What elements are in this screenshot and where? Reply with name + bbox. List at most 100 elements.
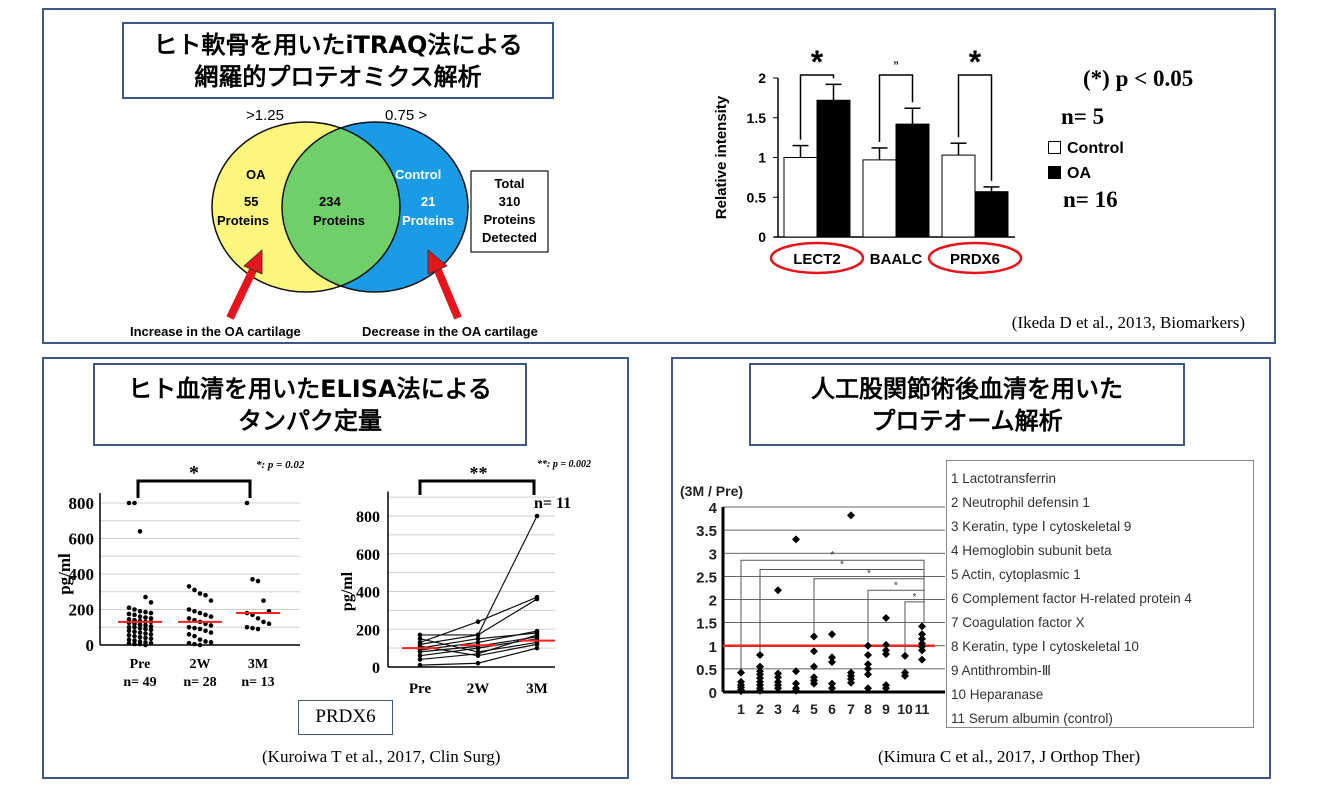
venn-center-count: 234: [319, 194, 341, 209]
data-point: [534, 642, 540, 647]
x-category-label: 10: [897, 701, 913, 717]
venn-total-line-2: 310: [498, 194, 521, 209]
venn-right-count: 21: [421, 194, 436, 209]
y-axis-label: Relative intensity: [713, 95, 730, 219]
data-point: [126, 500, 132, 506]
legend-item: 9 Antithrombin-Ⅲ: [951, 663, 1052, 678]
significance-mark: ”: [893, 60, 899, 72]
data-point: [774, 673, 782, 682]
data-point: [244, 500, 250, 506]
bottom-left-title-line-2: タンパク定量: [238, 406, 382, 435]
y-tick-label: 4: [709, 500, 718, 517]
bottom-right-title-line-1: 人工股関節術後血清を用いた: [811, 374, 1123, 403]
data-point: [126, 611, 132, 617]
data-point: [810, 647, 818, 656]
data-point: [810, 662, 818, 671]
venn-right-unit: Proteins: [402, 213, 455, 228]
data-point: [417, 636, 423, 641]
data-point: [132, 638, 137, 643]
data-point: [203, 628, 208, 634]
venn-total-text: Total 310 Proteins Detected: [471, 175, 548, 247]
venn-right-label: Control: [395, 167, 442, 182]
x-category-label: 4: [792, 701, 800, 717]
data-point: [475, 619, 481, 624]
legend-item: 5 Actin, cytoplasmic 1: [951, 567, 1081, 582]
n-label: n= 28: [183, 675, 216, 690]
venn-total-box: [470, 170, 549, 253]
data-point: [208, 630, 214, 635]
bottom-left-panel: [42, 357, 629, 779]
data-point: [137, 614, 143, 619]
data-point: [828, 657, 836, 666]
data-point: [737, 668, 745, 677]
data-point: [126, 640, 132, 646]
legend-oa: OA: [1048, 165, 1091, 183]
data-point: [132, 612, 137, 618]
data-point: [255, 626, 261, 632]
y-tick-label: 600: [69, 530, 95, 549]
x-category-label: 1: [737, 701, 745, 717]
left-red-arrow: [226, 249, 263, 320]
bar-control: [941, 154, 976, 238]
x-category-label: LECT2: [793, 251, 841, 268]
legend-item: 1 Lactotransferrin: [951, 471, 1057, 486]
data-point: [137, 608, 143, 614]
p-note-1: *: p = 0.02: [256, 459, 305, 471]
data-point: [137, 634, 143, 640]
data-point: [132, 624, 137, 630]
data-point: [475, 640, 481, 645]
x-category-label: PRDX6: [950, 251, 1000, 268]
data-point: [126, 605, 132, 611]
data-point: [534, 628, 540, 634]
venn-left-count: 55: [244, 194, 259, 209]
y-tick-label: 800: [356, 509, 380, 526]
data-point: [208, 598, 214, 603]
data-point: [864, 664, 872, 673]
legend-item: 2 Neutrophil defensin 1: [951, 495, 1090, 510]
data-point: [137, 529, 143, 534]
x-category-label: 3: [774, 701, 782, 717]
data-point: [864, 641, 872, 650]
venn-center-unit: Proteins: [313, 213, 366, 228]
n-label: n= 49: [123, 675, 156, 690]
venn-total-line-3: Proteins: [483, 212, 536, 227]
significance-mark: *: [913, 592, 917, 603]
data-point: [132, 607, 137, 612]
legend-item: 11 Serum albumin (control): [951, 711, 1113, 726]
data-point: [255, 616, 261, 621]
citation-top: (Ikeda D et al., 2013, Biomarkers): [1011, 313, 1245, 332]
n-paired: n= 11: [534, 495, 572, 512]
y-tick-label: 0: [372, 660, 380, 677]
data-point: [126, 632, 132, 638]
y-tick-label: 0.5: [696, 662, 717, 679]
top-title: ヒト軟骨を用いたiTRAQ法による 網羅的プロテオミクス解析: [122, 22, 554, 99]
legend-control-label: Control: [1067, 140, 1124, 157]
y-tick-label: 3.5: [696, 523, 717, 540]
venn-left-unit: Proteins: [217, 213, 270, 228]
n-oa: n= 16: [1063, 187, 1118, 212]
data-point: [882, 684, 890, 693]
bottom-left-title: ヒト血清を用いたELISA法による タンパク定量: [93, 363, 527, 446]
data-point: [126, 628, 132, 634]
data-point: [417, 649, 423, 655]
significance-mark: *: [867, 569, 871, 580]
significance-bracket: [957, 74, 993, 181]
data-point: [143, 635, 148, 641]
significance-bracket: [418, 479, 536, 495]
protein-box: PRDX6: [298, 700, 393, 735]
citation-bottom-right: (Kimura C et al., 2017, J Orthop Ther): [878, 747, 1141, 766]
bar-control: [783, 157, 818, 238]
highlight-ellipse: [769, 241, 865, 275]
data-point: [132, 641, 137, 647]
y-tick-label: 3: [709, 546, 717, 563]
data-point: [847, 678, 855, 687]
x-category-label: 7: [847, 701, 855, 717]
data-point: [417, 653, 423, 658]
y-tick-label: 0: [86, 636, 95, 655]
data-point: [534, 645, 540, 651]
top-title-line-2: 網羅的プロテオミクス解析: [194, 62, 482, 91]
n-label: n= 13: [241, 675, 274, 690]
